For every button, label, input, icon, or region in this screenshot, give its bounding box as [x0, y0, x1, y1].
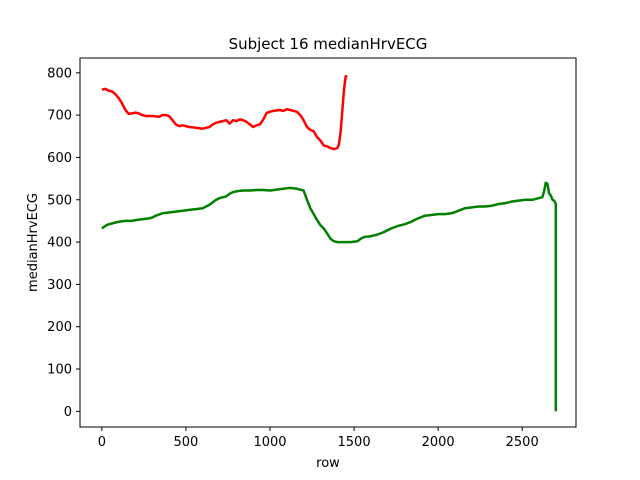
x-tick-label: 500 — [174, 435, 199, 450]
plot-lines — [101, 74, 558, 412]
y-tick-label: 500 — [47, 193, 72, 208]
x-tick-label: 0 — [98, 435, 106, 450]
y-tick-label: 0 — [64, 405, 72, 420]
y-tick-label: 200 — [47, 320, 72, 335]
y-axis: 0 100 200 300 400 500 600 700 800 — [47, 66, 80, 420]
x-tick-label: 1500 — [338, 435, 371, 450]
x-axis-label: row — [316, 456, 340, 471]
series-line-1 — [101, 74, 348, 151]
y-tick-label: 300 — [47, 278, 72, 293]
y-axis-label: medianHrvECG — [26, 193, 41, 292]
y-tick-label: 700 — [47, 109, 72, 124]
y-tick-label: 100 — [47, 363, 72, 378]
x-tick-label: 1000 — [253, 435, 286, 450]
x-tick-label: 2500 — [506, 435, 539, 450]
chart-title: Subject 16 medianHrvECG — [229, 35, 428, 53]
y-tick-label: 400 — [47, 236, 72, 251]
x-axis: 0 500 1000 1500 2000 2500 — [98, 427, 539, 450]
x-tick-label: 2000 — [422, 435, 455, 450]
y-tick-label: 600 — [47, 151, 72, 166]
y-tick-label: 800 — [47, 66, 72, 81]
series-line-2 — [101, 181, 558, 412]
